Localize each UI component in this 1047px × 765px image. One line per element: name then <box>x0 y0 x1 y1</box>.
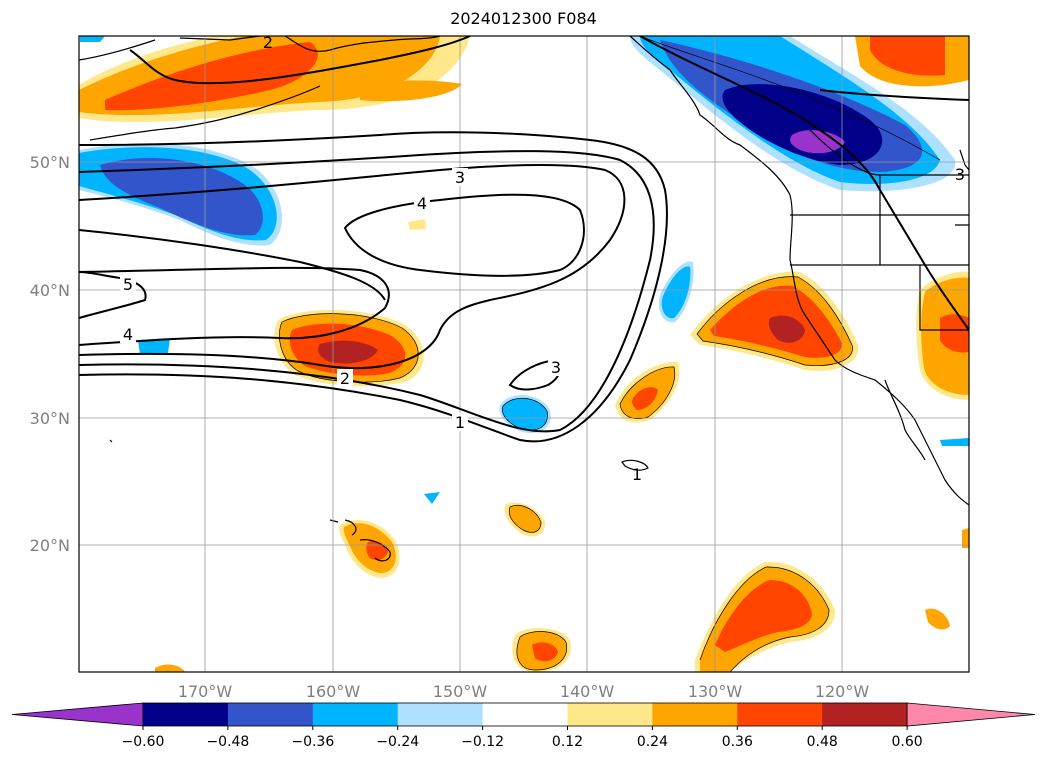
contour-label: 1 <box>632 465 642 484</box>
lat-label: 20°N <box>30 536 70 555</box>
shade-outlines <box>279 36 941 672</box>
colorbar-tick-label: −0.24 <box>376 734 419 750</box>
coastlines <box>79 36 969 562</box>
colorbar-tick-label: −0.60 <box>122 734 165 750</box>
contour-1 <box>79 150 655 433</box>
colorbar-tick-label: 0.36 <box>722 734 753 750</box>
colorbar-swatch <box>567 703 653 726</box>
contour-label: 1 <box>455 413 465 432</box>
contour-label: 3 <box>455 168 465 187</box>
lon-label: 120°W <box>815 682 870 701</box>
colorbar-swatch <box>482 703 568 726</box>
colorbar-swatch <box>397 703 484 726</box>
contour-3 <box>79 266 390 346</box>
colorbar-frame <box>142 702 908 727</box>
colorbar-swatch <box>652 703 738 726</box>
colorbar-tick-label: −0.36 <box>291 734 334 750</box>
contour-nw2 <box>819 89 969 101</box>
colorbar-tick-label: 0.60 <box>892 734 923 750</box>
colorbar-swatch <box>312 703 399 726</box>
contour-4 <box>343 193 585 277</box>
colorbar-swatch <box>737 703 823 726</box>
contour-2 <box>79 164 626 370</box>
colorbar-swatch <box>143 703 229 726</box>
lat-labels: 50°N 40°N 30°N 20°N <box>30 153 70 555</box>
colorbar-swatch <box>822 703 908 726</box>
contour-outer <box>79 131 668 443</box>
contour-nw <box>639 36 969 331</box>
contour-label: 3 <box>955 165 965 184</box>
shade-purple <box>790 130 845 154</box>
colorbar-extend-high <box>906 702 1036 727</box>
colorbar: −0.60 −0.48 −0.36 −0.24 −0.12 0.12 0.24 0.36 0.4… <box>11 702 1036 750</box>
shade-red <box>105 42 318 111</box>
contour-label: 5 <box>123 275 133 294</box>
lat-label: 50°N <box>30 153 70 172</box>
lat-label: 40°N <box>30 281 70 300</box>
colorbar-tick-label: 0.12 <box>552 734 583 750</box>
colorbar-tick-label: −0.48 <box>206 734 249 750</box>
contour-5 <box>79 271 147 319</box>
contour-labels: 3 4 5 4 2 1 3 1 2 3 <box>120 33 965 484</box>
lon-label: 160°W <box>306 682 361 701</box>
colorbar-tick-label: 0.24 <box>637 734 668 750</box>
contour-label: 4 <box>123 325 133 344</box>
shaded-field <box>79 36 969 672</box>
contour-label: 3 <box>551 358 561 377</box>
contour-label: 2 <box>340 369 350 388</box>
lon-label: 170°W <box>178 682 233 701</box>
map-area <box>79 36 969 672</box>
colorbar-extend-low <box>11 702 144 727</box>
contour-label: 2 <box>263 33 273 52</box>
contour-label: 4 <box>417 194 427 213</box>
colorbar-tick-label: −0.12 <box>461 734 504 750</box>
gridlines <box>79 36 969 672</box>
colorbar-tick-label: 0.48 <box>807 734 838 750</box>
map-frame <box>78 35 970 673</box>
lon-label: 140°W <box>560 682 615 701</box>
contour-top <box>129 36 471 85</box>
map-title: 2024012300 F084 <box>450 9 597 28</box>
lat-label: 30°N <box>30 409 70 428</box>
colorbar-swatch <box>227 703 314 726</box>
lon-label: 150°W <box>433 682 488 701</box>
lon-labels: 170°W 160°W 150°W 140°W 130°W 120°W <box>178 682 870 701</box>
contour-6 <box>79 229 386 301</box>
lon-label: 130°W <box>688 682 743 701</box>
